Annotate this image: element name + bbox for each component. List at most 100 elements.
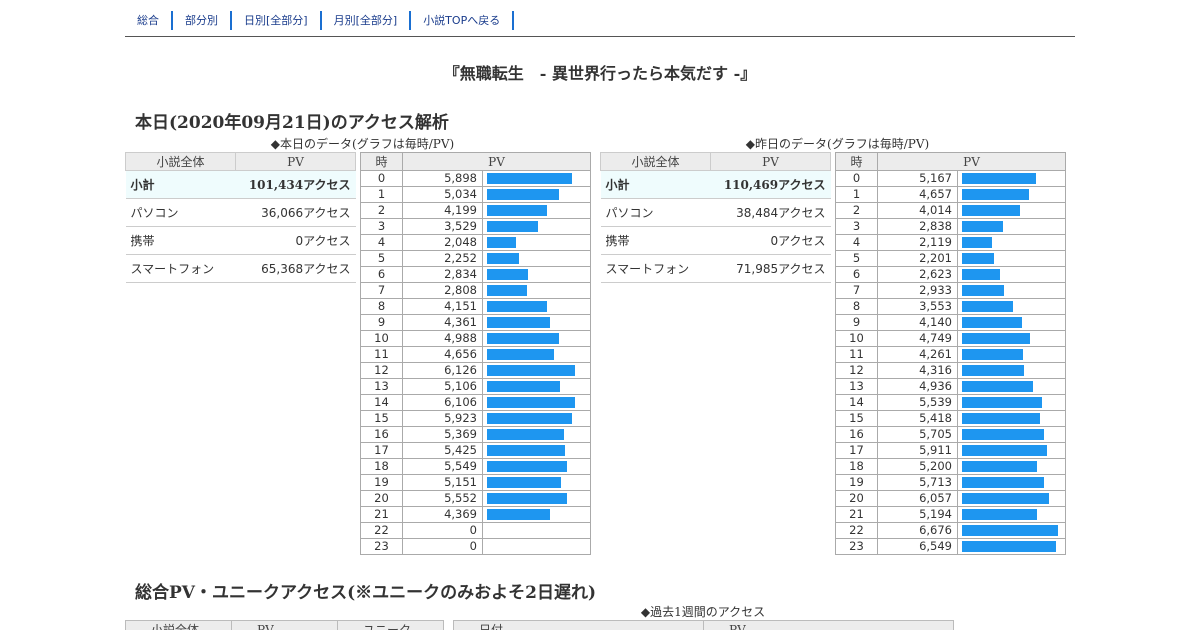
pv-cell: 5,418 (877, 410, 958, 427)
hour-cell: 15 (360, 410, 403, 427)
nav-daily-all[interactable]: 日別[全部分] (232, 11, 322, 30)
pv-bar (487, 445, 565, 456)
pv-cell: 0 (402, 522, 483, 539)
pv-cell: 5,705 (877, 426, 958, 443)
bar-cell (482, 490, 591, 507)
hour-cell: 2 (360, 202, 403, 219)
table-row: 0 5,898 (360, 170, 591, 187)
bar-cell (482, 474, 591, 491)
table-row: 6 2,623 (835, 266, 1066, 283)
table-row: 22 6,676 (835, 522, 1066, 539)
summary-label: 携帯 (600, 226, 711, 255)
today-summary-table: 小説全体 PV 小計 101,434アクセス パソコン 36,066アクセス 携… (125, 152, 356, 283)
pv-bar (962, 461, 1037, 472)
table-row: 7 2,933 (835, 282, 1066, 299)
pv-bar (962, 509, 1037, 520)
hour-cell: 1 (360, 186, 403, 203)
nav-by-part[interactable]: 部分別 (173, 11, 232, 30)
hour-cell: 10 (835, 330, 878, 347)
table-row: 12 4,316 (835, 362, 1066, 379)
table-row: 18 5,549 (360, 458, 591, 475)
pv-cell: 2,201 (877, 250, 958, 267)
bar-cell (957, 266, 1066, 283)
hour-cell: 22 (835, 522, 878, 539)
hour-cell: 21 (360, 506, 403, 523)
bar-cell (482, 522, 591, 539)
bar-cell (957, 202, 1066, 219)
pv-bar (487, 301, 547, 312)
summary-label: 小計 (600, 170, 711, 199)
hour-cell: 19 (835, 474, 878, 491)
hour-cell: 16 (835, 426, 878, 443)
pv-bar (487, 333, 559, 344)
bar-cell (482, 426, 591, 443)
hour-cell: 20 (835, 490, 878, 507)
table-row: 18 5,200 (835, 458, 1066, 475)
pv-cell: 5,552 (402, 490, 483, 507)
hour-cell: 19 (360, 474, 403, 491)
hour-cell: 21 (835, 506, 878, 523)
bar-cell (957, 426, 1066, 443)
hour-cell: 3 (360, 218, 403, 235)
pv-cell: 2,119 (877, 234, 958, 251)
bar-cell (957, 394, 1066, 411)
pv-cell: 4,151 (402, 298, 483, 315)
summary-value: 0アクセス (235, 226, 356, 255)
hour-cell: 9 (360, 314, 403, 331)
table-row: 4 2,119 (835, 234, 1066, 251)
hour-cell: 0 (835, 170, 878, 187)
pv-bar (487, 397, 575, 408)
summary-header-novel: 小説全体 (600, 152, 711, 171)
bar-cell (482, 410, 591, 427)
pv-bar (487, 413, 572, 424)
table-row: 9 4,361 (360, 314, 591, 331)
nav-overall[interactable]: 総合 (125, 11, 173, 30)
pv-bar (962, 493, 1049, 504)
bar-cell (957, 378, 1066, 395)
bar-cell (957, 346, 1066, 363)
hour-cell: 20 (360, 490, 403, 507)
bar-cell (957, 314, 1066, 331)
bar-cell (482, 458, 591, 475)
pv-bar (487, 285, 527, 296)
bar-cell (482, 186, 591, 203)
summary-value: 65,368アクセス (235, 254, 356, 283)
pv-bar (962, 237, 992, 248)
table-row: 23 6,549 (835, 538, 1066, 555)
pv-bar (487, 173, 572, 184)
hour-cell: 9 (835, 314, 878, 331)
pv-cell: 4,988 (402, 330, 483, 347)
nav-monthly-all[interactable]: 月別[全部分] (322, 11, 412, 30)
table-row: 11 4,261 (835, 346, 1066, 363)
pv-cell: 2,834 (402, 266, 483, 283)
pv-bar (962, 285, 1004, 296)
table-row: 5 2,201 (835, 250, 1066, 267)
total-table: 小説全体 PV ユニーク (125, 620, 444, 630)
bar-cell (957, 250, 1066, 267)
bar-cell (482, 314, 591, 331)
hour-cell: 18 (360, 458, 403, 475)
table-row: 8 3,553 (835, 298, 1066, 315)
hourly-header-pv: PV (877, 152, 1066, 171)
table-row: 13 5,106 (360, 378, 591, 395)
bar-cell (957, 410, 1066, 427)
today-heading: 本日(2020年09月21日)のアクセス解析 (135, 113, 449, 133)
pv-bar (487, 237, 516, 248)
bar-cell (957, 458, 1066, 475)
bar-cell (482, 442, 591, 459)
nav-novel-top[interactable]: 小説TOPへ戻る (411, 11, 515, 30)
pv-cell: 4,936 (877, 378, 958, 395)
today-hourly-table: 時 PV 0 5,898 1 5,034 2 4,199 3 3,529 4 2,048 5 2,25… (360, 152, 591, 555)
pv-bar (962, 429, 1044, 440)
pv-cell: 6,676 (877, 522, 958, 539)
hour-cell: 13 (360, 378, 403, 395)
bar-cell (957, 298, 1066, 315)
week-header-date: 日付 (453, 620, 704, 630)
hourly-header-pv: PV (402, 152, 591, 171)
table-row: 21 5,194 (835, 506, 1066, 523)
bar-cell (957, 474, 1066, 491)
pv-cell: 4,140 (877, 314, 958, 331)
pv-cell: 4,656 (402, 346, 483, 363)
pv-cell: 5,194 (877, 506, 958, 523)
pv-cell: 5,425 (402, 442, 483, 459)
